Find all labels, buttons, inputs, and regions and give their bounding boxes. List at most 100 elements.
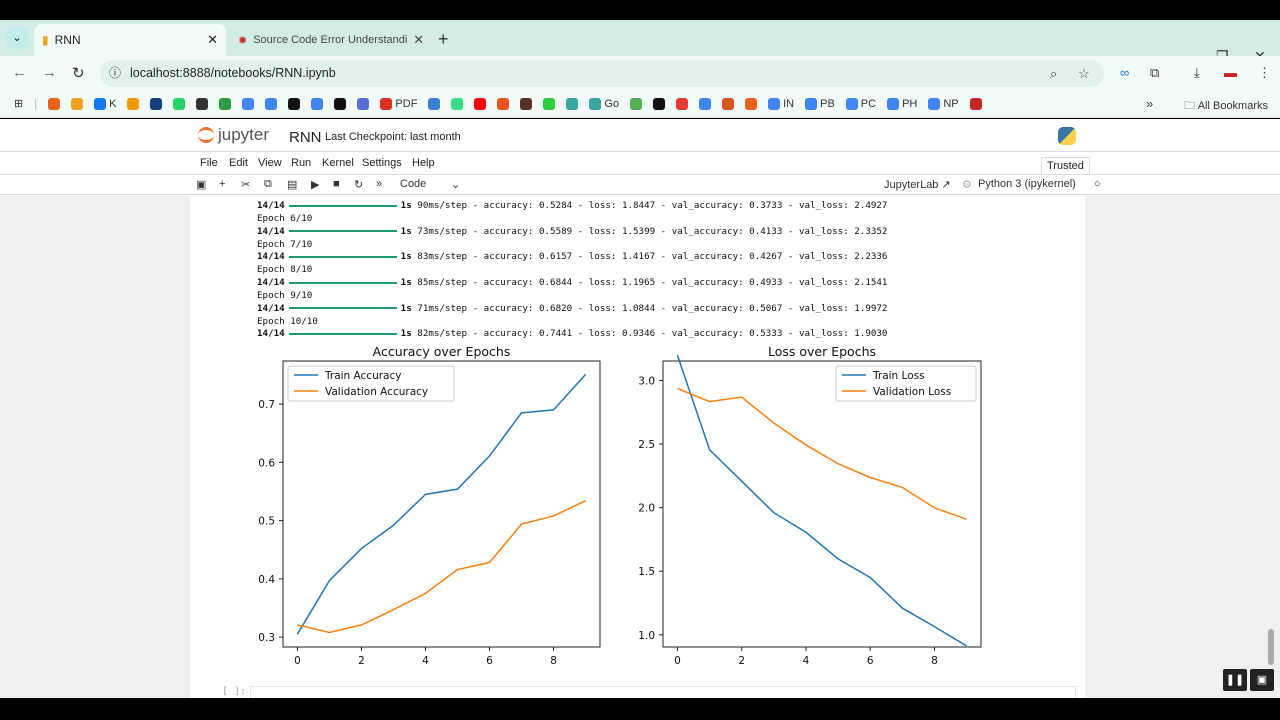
close-tab-icon[interactable]: ✕ bbox=[207, 32, 218, 47]
trusted-badge[interactable]: Trusted bbox=[1041, 157, 1090, 175]
bookmark-item[interactable] bbox=[474, 97, 487, 110]
facebook-icon bbox=[94, 97, 107, 110]
progress-line: 14/14 1s 73ms/step - accuracy: 0.5589 - l… bbox=[257, 226, 887, 239]
bookmark-item[interactable] bbox=[334, 97, 347, 110]
jupyter-page: jupyter RNN Last Checkpoint: last month … bbox=[0, 119, 1280, 698]
bookmark-item[interactable] bbox=[428, 97, 441, 110]
paste-icon[interactable]: ▤ bbox=[287, 179, 298, 191]
menu-file[interactable]: File bbox=[200, 157, 218, 169]
bookmark-item[interactable] bbox=[497, 97, 510, 110]
profile-icon[interactable]: ▬ bbox=[1224, 65, 1237, 80]
all-bookmarks-button[interactable]: 🗀 All Bookmarks bbox=[1184, 97, 1268, 116]
bookmark-item[interactable]: Go bbox=[589, 97, 619, 110]
bookmark-item[interactable] bbox=[127, 97, 140, 110]
bookmark-item[interactable] bbox=[969, 97, 982, 110]
run-icon[interactable]: ▶ bbox=[311, 179, 320, 191]
close-tab-icon[interactable]: ✕ bbox=[413, 32, 425, 47]
run-all-icon[interactable]: » bbox=[376, 178, 383, 190]
debugger-icon[interactable]: ⚙ bbox=[962, 179, 972, 191]
bookmark-item[interactable] bbox=[196, 97, 209, 110]
cut-icon[interactable]: ✂ bbox=[241, 179, 251, 191]
doc-red-icon bbox=[969, 97, 982, 110]
y-tick-label: 2.0 bbox=[638, 503, 655, 515]
cell-type-select[interactable]: Code bbox=[400, 178, 427, 190]
picture-in-picture-button[interactable]: ▣ bbox=[1250, 669, 1274, 691]
z-icon bbox=[497, 97, 510, 110]
pause-button[interactable]: ❚❚ bbox=[1223, 669, 1247, 691]
bookmark-item[interactable] bbox=[630, 97, 643, 110]
globe-icon bbox=[196, 97, 209, 110]
bookmark-item[interactable]: PH bbox=[887, 97, 917, 110]
scrollbar-thumb[interactable] bbox=[1268, 629, 1274, 665]
step-count: 14/14 bbox=[257, 302, 285, 314]
bookmark-item[interactable] bbox=[653, 97, 666, 110]
bookmark-item[interactable]: PC bbox=[845, 97, 876, 110]
menu-view[interactable]: View bbox=[258, 157, 282, 169]
bookmark-star-icon[interactable]: ☆ bbox=[1078, 66, 1090, 81]
bookmark-item[interactable] bbox=[173, 97, 186, 110]
menu-help[interactable]: Help bbox=[412, 157, 435, 169]
address-bar[interactable]: ⓘ localhost:8888/notebooks/RNN.ipynb ⌕ ☆ bbox=[100, 60, 1104, 87]
bookmark-item[interactable] bbox=[71, 97, 84, 110]
zoom-icon[interactable]: ⌕ bbox=[1050, 66, 1058, 81]
progress-bar bbox=[288, 230, 397, 233]
scrollbar[interactable] bbox=[1268, 196, 1274, 698]
bookmark-item[interactable] bbox=[288, 97, 301, 110]
back-icon[interactable]: ← bbox=[12, 64, 27, 81]
copy-icon[interactable]: ⧉ bbox=[264, 178, 272, 190]
kernel-name[interactable]: Python 3 (ipykernel) bbox=[978, 178, 1076, 190]
x-tick-label: 0 bbox=[674, 655, 681, 667]
tab-rnn[interactable]: ▮ RNN ✕ bbox=[34, 24, 226, 56]
x-tick-label: 8 bbox=[550, 655, 557, 667]
apps-icon[interactable]: ⊞ bbox=[14, 98, 24, 110]
menu-kernel[interactable]: Kernel bbox=[322, 157, 354, 169]
bookmark-item[interactable] bbox=[699, 97, 712, 110]
bookmark-item[interactable] bbox=[242, 97, 255, 110]
empty-code-cell[interactable] bbox=[250, 686, 1076, 698]
site-info-icon[interactable]: ⓘ bbox=[109, 66, 122, 80]
bookmark-item[interactable] bbox=[543, 97, 556, 110]
menu-settings[interactable]: Settings bbox=[362, 157, 402, 169]
jupyterlab-link[interactable]: JupyterLab ↗ bbox=[884, 179, 951, 191]
stop-icon[interactable]: ■ bbox=[333, 178, 340, 190]
tab-search-button[interactable]: ⌄ bbox=[6, 27, 28, 49]
yandex-icon bbox=[676, 97, 689, 110]
bookmark-item[interactable] bbox=[265, 97, 278, 110]
bookmark-item[interactable] bbox=[451, 97, 464, 110]
tab-source-code-error[interactable]: ✹ Source Code Error Understandi ✕ bbox=[230, 24, 430, 56]
bookmark-item[interactable]: PB bbox=[805, 97, 835, 110]
notebook-title[interactable]: RNN bbox=[289, 129, 322, 146]
legend: Train Accuracy Validation Accuracy bbox=[287, 365, 455, 402]
forward-icon[interactable]: → bbox=[42, 64, 57, 81]
menu-edit[interactable]: Edit bbox=[229, 157, 248, 169]
bookmark-item[interactable] bbox=[311, 97, 324, 110]
bookmark-item[interactable] bbox=[219, 97, 232, 110]
bookmark-item[interactable]: K bbox=[94, 97, 116, 110]
bookmark-item[interactable]: IN bbox=[768, 97, 794, 110]
menu-icon[interactable]: ⋮ bbox=[1258, 65, 1271, 80]
bookmark-item[interactable]: PDF bbox=[380, 97, 417, 110]
save-icon[interactable]: ▣ bbox=[196, 179, 207, 191]
chevron-down-icon[interactable]: ⌄ bbox=[451, 179, 461, 191]
bookmark-item[interactable] bbox=[357, 97, 370, 110]
x-tick-label: 4 bbox=[422, 655, 429, 667]
download-icon[interactable]: ⤓ bbox=[1194, 65, 1200, 80]
bookmark-item[interactable] bbox=[150, 97, 163, 110]
insert-cell-icon[interactable]: + bbox=[219, 178, 226, 190]
more-bookmarks-button[interactable]: » bbox=[1146, 96, 1154, 111]
bookmark-item[interactable]: NP bbox=[928, 97, 959, 110]
charts: Accuracy over Epochs 0 2 4 6 8 0.3 0.4 0.5 0.6 0.7… bbox=[258, 344, 982, 667]
reload-icon[interactable]: ↻ bbox=[72, 65, 85, 82]
jupyter-logo[interactable]: jupyter bbox=[198, 125, 269, 145]
menu-run[interactable]: Run bbox=[291, 157, 312, 169]
new-tab-button[interactable]: + bbox=[438, 29, 449, 49]
bookmark-item[interactable] bbox=[48, 97, 61, 110]
bookmark-item[interactable] bbox=[722, 97, 735, 110]
bookmark-item[interactable] bbox=[566, 97, 579, 110]
extensions-icon[interactable]: ⧉ bbox=[1150, 65, 1160, 80]
restart-icon[interactable]: ↻ bbox=[354, 179, 364, 191]
extension-icon[interactable]: ∞ bbox=[1120, 65, 1130, 80]
bookmark-item[interactable] bbox=[676, 97, 689, 110]
bookmark-item[interactable] bbox=[520, 97, 533, 110]
bookmark-item[interactable] bbox=[745, 97, 758, 110]
